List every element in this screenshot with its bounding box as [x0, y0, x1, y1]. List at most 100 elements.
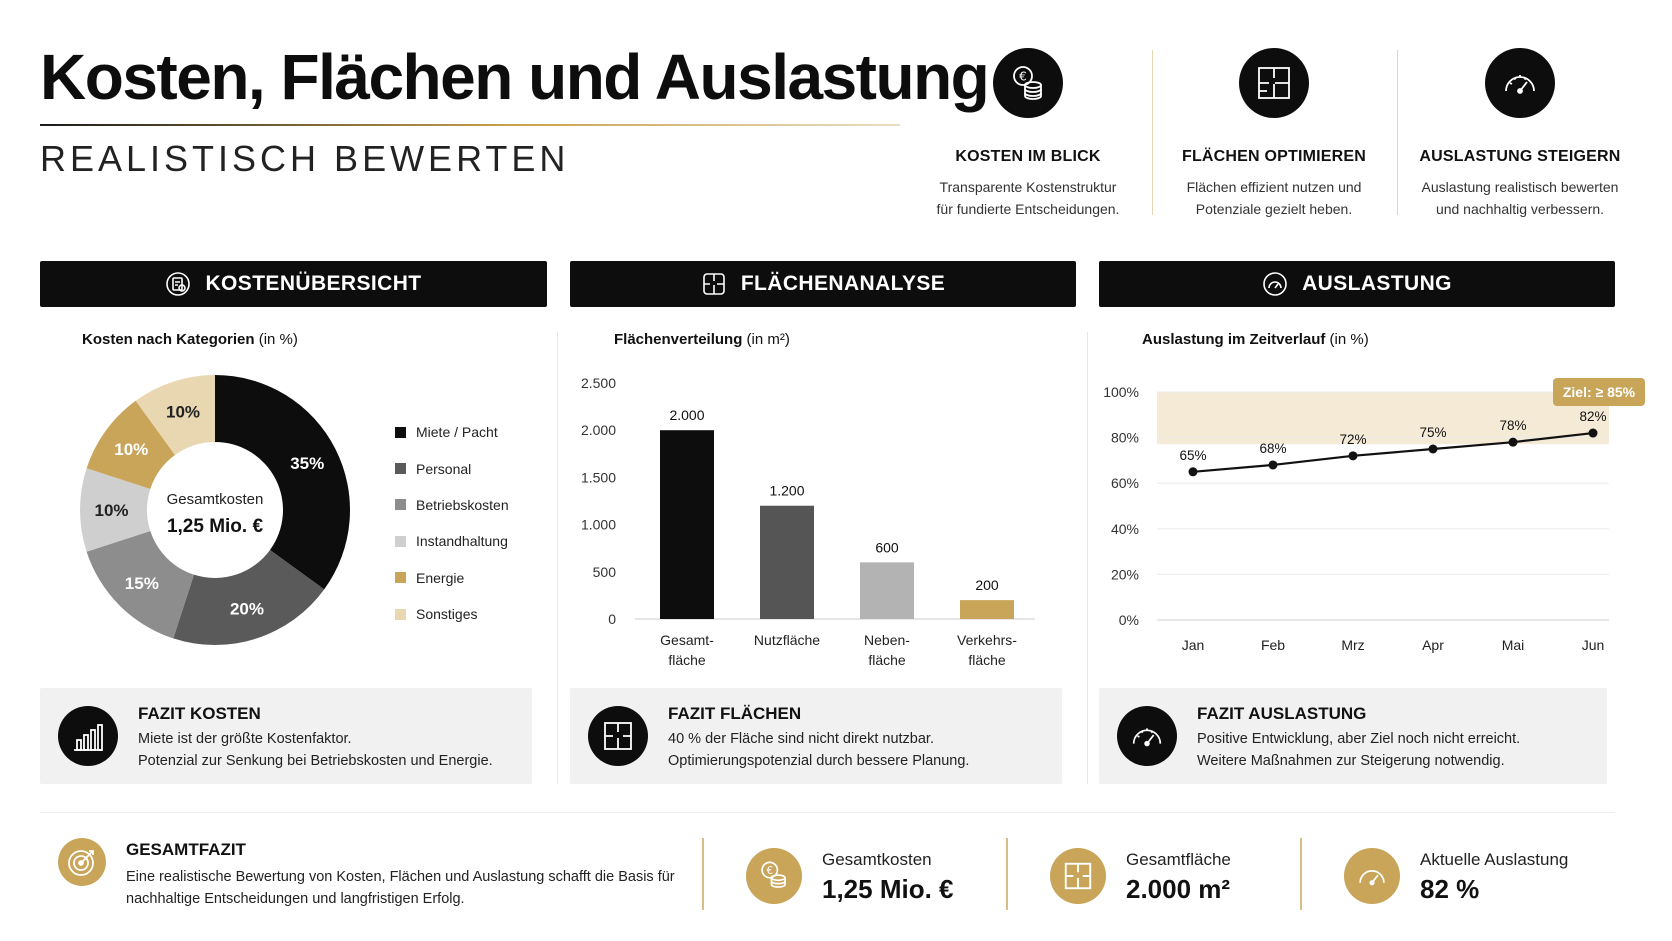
x-tick-label: Jan — [1182, 637, 1205, 653]
fazit-text: Positive Entwicklung, aber Ziel noch nic… — [1197, 731, 1521, 769]
feature-description: Auslastung realistisch bewerten und nachh… — [1421, 179, 1619, 217]
floorplan-icon — [588, 706, 648, 766]
legend-swatch — [395, 608, 406, 620]
page-subtitle: REALISTISCH BEWERTEN — [40, 138, 570, 179]
legend-item: Miete / Pacht — [395, 414, 509, 450]
gauge-icon — [1262, 271, 1288, 297]
column-divider — [1087, 332, 1088, 784]
gauge-icon — [1117, 706, 1177, 766]
x-tick-label: Nutzfläche — [754, 632, 820, 648]
kpi-label: Gesamtkosten — [822, 850, 932, 869]
kpi-value: 1,25 Mio. € — [822, 874, 954, 904]
x-tick-label: Feb — [1261, 637, 1285, 653]
y-tick-label: 80% — [1111, 430, 1139, 446]
feature-title: FLÄCHEN OPTIMIEREN — [1181, 148, 1367, 165]
legend-item: Sonstiges — [395, 596, 509, 632]
column-divider — [557, 332, 558, 784]
y-tick-label: 0 — [608, 611, 616, 627]
feature-title: KOSTEN IM BLICK — [955, 148, 1101, 165]
bar-value-label: 1.200 — [769, 483, 804, 499]
bar — [760, 505, 814, 619]
legend-swatch — [395, 572, 406, 584]
gesamtfazit-text: Eine realistische Bewertung von Kosten, … — [126, 869, 675, 907]
donut-center-label: Gesamtkosten — [167, 491, 264, 508]
target-badge — [1553, 378, 1645, 406]
y-tick-label: 100% — [1103, 384, 1139, 400]
data-label: 65% — [1179, 448, 1206, 463]
target-icon — [58, 838, 106, 886]
kpi-divider — [1300, 838, 1302, 910]
feature-kosten: € KOSTEN IM BLICK Transparente Kostenstr… — [908, 48, 1148, 220]
x-tick-label: Apr — [1422, 637, 1444, 653]
y-tick-label: 2.500 — [581, 375, 616, 391]
slice-label: 10% — [94, 501, 128, 520]
data-label: 82% — [1579, 409, 1606, 424]
feature-divider — [1152, 50, 1153, 215]
svg-text:€: € — [1019, 70, 1027, 84]
gesamtfazit-title: GESAMTFAZIT — [126, 840, 246, 859]
legend-swatch — [395, 463, 406, 475]
data-label: 78% — [1499, 418, 1526, 433]
title-divider — [40, 124, 900, 126]
y-tick-label: 1.000 — [581, 517, 616, 533]
feature-title: AUSLASTUNG STEIGERN — [1419, 148, 1621, 165]
legend-label: Instandhaltung — [416, 533, 508, 550]
slice-label: 10% — [114, 440, 148, 459]
section-title: KOSTENÜBERSICHT — [205, 272, 422, 295]
kpi-value: 2.000 m² — [1126, 874, 1231, 904]
legend-swatch — [395, 426, 406, 438]
legend-label: Personal — [416, 460, 472, 477]
data-label: 75% — [1419, 425, 1446, 440]
x-tick-label: Gesamt- — [660, 632, 714, 648]
y-tick-label: 0% — [1119, 612, 1139, 628]
section-header-auslastung: AUSLASTUNG — [1099, 261, 1615, 307]
utilization-line-chart: 0% 20% 40% 60% 80% 100% 65% Jan 68% Feb 72% Mrz 75% A… — [1103, 378, 1645, 653]
x-tick-label: fläche — [668, 652, 706, 668]
section-header-flaechen: FLÄCHENANALYSE — [570, 261, 1076, 307]
legend-label: Betriebskosten — [416, 496, 509, 513]
slice-label: 15% — [125, 574, 159, 593]
data-point — [1428, 444, 1438, 454]
line-chart-title: Auslastung im Zeitverlauf (in %) — [1142, 331, 1369, 348]
bottom-divider — [40, 812, 1615, 813]
feature-description: Flächen effizient nutzen und Potenziale g… — [1186, 179, 1362, 217]
donut-center-value: 1,25 Mio. € — [167, 516, 264, 537]
feature-auslastung: AUSLASTUNG STEIGERN Auslastung realistis… — [1400, 48, 1640, 220]
data-label: 72% — [1339, 432, 1366, 447]
bar-value-label: 200 — [975, 577, 999, 593]
gauge-icon — [1485, 48, 1555, 118]
legend-item: Instandhaltung — [395, 523, 509, 559]
data-point — [1268, 460, 1278, 470]
cost-donut-chart: 35% 20% 15% 10% 10% 10% Gesamtkosten 1,25 Mio. … — [80, 375, 350, 645]
legend-label: Miete / Pacht — [416, 424, 498, 441]
legend-label: Sonstiges — [416, 606, 478, 623]
y-tick-label: 2.000 — [581, 422, 616, 438]
data-point — [1508, 437, 1518, 447]
bar — [660, 430, 714, 619]
legend-item: Betriebskosten — [395, 487, 509, 523]
section-title: FLÄCHENANALYSE — [740, 272, 946, 295]
x-tick-label: Mai — [1502, 637, 1525, 653]
page-title: Kosten, Flächen und Auslastung — [40, 41, 990, 113]
fazit-flaechen: FAZIT FLÄCHEN 40 % der Fläche sind nicht… — [570, 688, 1062, 784]
fazit-auslastung: FAZIT AUSLASTUNG Positive Entwicklung, a… — [1099, 688, 1607, 784]
legend-swatch — [395, 535, 406, 547]
data-point — [1188, 467, 1198, 477]
pie-slice — [173, 549, 325, 645]
cost-document-icon — [165, 271, 191, 297]
kpi-value: 82 % — [1420, 874, 1480, 904]
fazit-title: FAZIT KOSTEN — [138, 704, 261, 723]
floorplan-icon — [1050, 848, 1106, 904]
slice-label: 20% — [230, 599, 264, 618]
feature-description: Transparente Kostenstruktur für fundierte… — [936, 179, 1120, 217]
kpi-label: Aktuelle Auslastung — [1420, 850, 1569, 869]
pie-legend: Miete / Pacht Personal Betriebskosten Insta… — [395, 414, 509, 632]
fazit-kosten: FAZIT KOSTEN Miete ist der größte Kosten… — [40, 688, 532, 784]
slice-label: 35% — [290, 454, 324, 473]
fazit-title: FAZIT FLÄCHEN — [668, 704, 802, 723]
bar-chart-icon — [58, 706, 118, 766]
svg-text:€: € — [767, 866, 773, 877]
bar — [860, 562, 914, 619]
coins-euro-icon: € — [993, 48, 1063, 118]
pie-slice — [86, 400, 176, 489]
